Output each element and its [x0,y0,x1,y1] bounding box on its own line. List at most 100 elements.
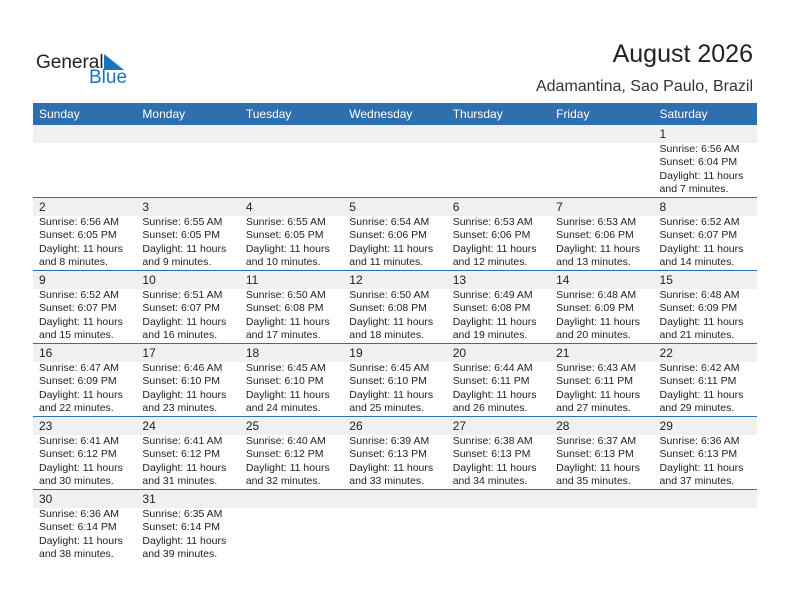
minutes-text: and 25 minutes. [349,402,424,415]
minutes-text: and 9 minutes. [142,256,212,269]
weekday-thursday: Thursday [452,107,503,121]
daylight-text: Daylight: 11 hours [245,461,330,474]
day-number: 10 [136,271,240,289]
daylight-text: Daylight: 11 hours [556,242,640,255]
day-cell: 14 Sunrise: 6:48 AM Sunset: 6:09 PM Dayligh… [550,271,654,343]
day-cell: 8 Sunrise: 6:52 AM Sunset: 6:07 PM Daylight… [653,198,757,270]
sunset-text: Sunset: 6:09 PM [39,375,117,388]
location-subtitle: Adamantina, Sao Paulo, Brazil [535,78,753,95]
day-cell: 6 Sunrise: 6:53 AM Sunset: 6:06 PM Daylight… [446,198,551,270]
sunset-text: Sunset: 6:10 PM [349,375,427,388]
sunset-text: Sunset: 6:14 PM [142,521,221,534]
minutes-text: and 37 minutes. [659,475,735,488]
minutes-text: and 34 minutes. [452,475,528,488]
day-number [446,125,551,143]
day-number: 28 [550,417,654,435]
day-cell: 26 Sunrise: 6:39 AM Sunset: 6:13 PM Dayligh… [343,417,447,489]
minutes-text: and 30 minutes. [39,475,114,488]
day-number: 19 [343,344,447,362]
sunset-text: Sunset: 6:08 PM [349,302,427,315]
empty-cell [446,125,551,197]
sunset-text: Sunset: 6:07 PM [39,302,117,315]
minutes-text: and 17 minutes. [245,329,321,342]
sunrise-text: Sunrise: 6:38 AM [452,435,533,447]
sunset-text: Sunset: 6:14 PM [39,521,117,534]
minutes-text: and 8 minutes. [39,256,108,269]
day-number [343,125,447,143]
sunrise-text: Sunrise: 6:53 AM [452,216,533,228]
day-number [239,125,344,143]
day-number: 23 [33,417,137,435]
sunrise-text: Sunrise: 6:51 AM [142,289,223,301]
weekday-saturday: Saturday [659,107,708,121]
sunset-text: Sunset: 6:05 PM [245,229,324,242]
day-cell: 23 Sunrise: 6:41 AM Sunset: 6:12 PM Dayligh… [33,417,137,489]
daylight-text: Daylight: 11 hours [659,242,744,255]
empty-cell [239,125,344,197]
day-number: 16 [33,344,137,362]
day-cell: 16 Sunrise: 6:47 AM Sunset: 6:09 PM Dayligh… [33,344,137,416]
empty-cell [239,490,344,562]
day-number: 2 [33,198,137,216]
day-number: 25 [239,417,344,435]
logo-triangle-icon [104,54,124,70]
general-blue-logo: General Blue [36,52,136,92]
sunset-text: Sunset: 6:09 PM [659,302,738,315]
day-number: 6 [446,198,551,216]
sunrise-text: Sunrise: 6:39 AM [349,435,430,447]
day-cell: 9 Sunrise: 6:52 AM Sunset: 6:07 PM Daylight… [33,271,137,343]
sunrise-text: Sunrise: 6:45 AM [245,362,326,374]
empty-cell [550,125,654,197]
day-number: 15 [653,271,757,289]
daylight-text: Daylight: 11 hours [452,315,537,328]
sunset-text: Sunset: 6:13 PM [452,448,531,461]
daylight-text: Daylight: 11 hours [659,461,744,474]
day-cell: 25 Sunrise: 6:40 AM Sunset: 6:12 PM Dayligh… [239,417,344,489]
sunrise-text: Sunrise: 6:36 AM [39,508,119,520]
day-number: 11 [239,271,344,289]
minutes-text: and 27 minutes. [556,402,631,415]
day-number: 17 [136,344,240,362]
minutes-text: and 35 minutes. [556,475,631,488]
minutes-text: and 11 minutes. [349,256,424,269]
day-number: 4 [239,198,344,216]
day-cell: 10 Sunrise: 6:51 AM Sunset: 6:07 PM Dayligh… [136,271,240,343]
daylight-text: Daylight: 11 hours [142,534,227,547]
minutes-text: and 13 minutes. [556,256,631,269]
daylight-text: Daylight: 11 hours [39,315,123,328]
week-row: 23 Sunrise: 6:41 AM Sunset: 6:12 PM Dayligh… [33,416,757,489]
day-cell: 5 Sunrise: 6:54 AM Sunset: 6:06 PM Daylight… [343,198,447,270]
day-number: 24 [136,417,240,435]
day-cell: 21 Sunrise: 6:43 AM Sunset: 6:11 PM Dayligh… [550,344,654,416]
sunset-text: Sunset: 6:12 PM [245,448,324,461]
day-number [653,490,757,508]
daylight-text: Daylight: 11 hours [142,461,227,474]
sunrise-text: Sunrise: 6:50 AM [245,289,326,301]
daylight-text: Daylight: 11 hours [39,242,123,255]
daylight-text: Daylight: 11 hours [142,242,227,255]
sunrise-text: Sunrise: 6:50 AM [349,289,430,301]
logo-text-blue: Blue [89,67,128,88]
weekday-monday: Monday [142,107,186,121]
weekday-tuesday: Tuesday [245,107,292,121]
minutes-text: and 31 minutes. [142,475,218,488]
day-number [550,125,654,143]
day-number: 5 [343,198,447,216]
daylight-text: Daylight: 11 hours [39,534,123,547]
day-cell: 19 Sunrise: 6:45 AM Sunset: 6:10 PM Dayligh… [343,344,447,416]
sunrise-text: Sunrise: 6:45 AM [349,362,430,374]
day-number: 30 [33,490,137,508]
minutes-text: and 18 minutes. [349,329,424,342]
minutes-text: and 14 minutes. [659,256,735,269]
day-cell: 13 Sunrise: 6:49 AM Sunset: 6:08 PM Dayligh… [446,271,551,343]
sunset-text: Sunset: 6:12 PM [142,448,221,461]
sunrise-text: Sunrise: 6:53 AM [556,216,637,228]
sunset-text: Sunset: 6:04 PM [659,156,738,169]
empty-cell [343,490,447,562]
day-number [239,490,344,508]
sunset-text: Sunset: 6:13 PM [349,448,427,461]
calendar-grid: Sunday Monday Tuesday Wednesday Thursday… [33,103,757,562]
empty-cell [550,490,654,562]
daylight-text: Daylight: 11 hours [659,315,744,328]
day-number [550,490,654,508]
